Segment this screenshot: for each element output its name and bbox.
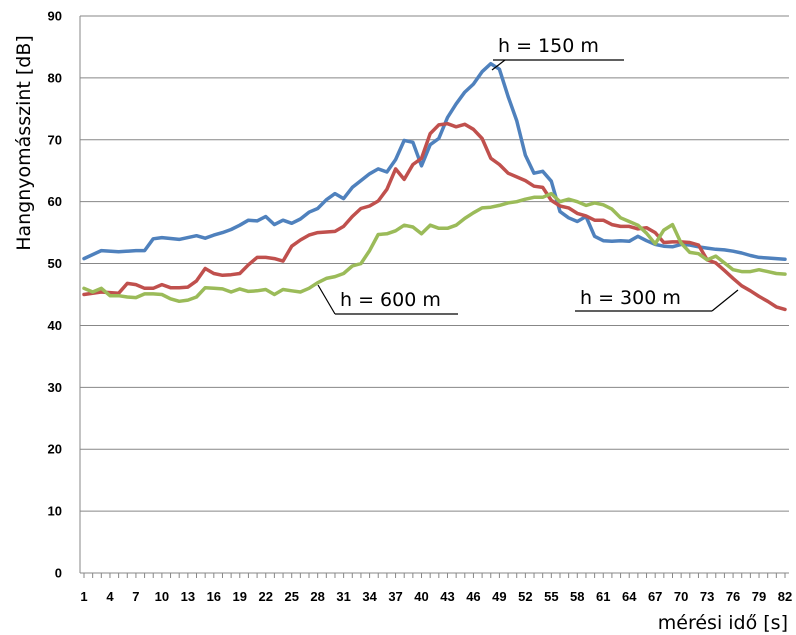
x-tick-label: 13 — [181, 589, 195, 604]
x-tick-label: 40 — [414, 589, 428, 604]
series-line — [82, 121, 787, 312]
x-tick-label: 73 — [700, 589, 714, 604]
y-tick-label: 20 — [48, 442, 62, 457]
y-tick-label: 0 — [55, 566, 62, 581]
gridlines — [79, 15, 789, 574]
x-axis-title: mérési idő [s] — [658, 612, 788, 634]
x-tick-label: 46 — [466, 589, 480, 604]
x-tick-label: 61 — [596, 589, 610, 604]
x-tick-label: 25 — [284, 589, 298, 604]
x-tick-label: 67 — [648, 589, 662, 604]
series-lines — [82, 61, 787, 312]
x-tick-label: 79 — [752, 589, 766, 604]
annotation-leader — [711, 289, 739, 312]
annotation-leader — [317, 284, 336, 315]
x-tick-label: 19 — [233, 589, 247, 604]
y-tick-label: 40 — [48, 318, 62, 333]
annotations: h = 150 m h = 600 m h = 300 m — [317, 35, 739, 315]
x-tick-label: 58 — [570, 589, 584, 604]
x-tick-label: 52 — [518, 589, 532, 604]
x-tick-label: 70 — [674, 589, 688, 604]
x-tick-label: 82 — [778, 589, 792, 604]
annotation-leader — [491, 59, 506, 71]
x-tick-label: 37 — [388, 589, 402, 604]
annotation-label: h = 600 m — [340, 289, 441, 311]
x-tick-label: 34 — [362, 589, 377, 604]
x-tick-label: 22 — [259, 589, 273, 604]
y-tick-label: 80 — [48, 70, 62, 85]
y-axis-title: Hangnyomásszint [dB] — [13, 35, 35, 251]
series-line — [82, 191, 787, 304]
y-tick-label: 60 — [48, 194, 62, 209]
y-tick-label: 50 — [48, 256, 62, 271]
x-tick-label: 49 — [492, 589, 506, 604]
x-tick-label: 16 — [207, 589, 221, 604]
y-tick-label: 30 — [48, 380, 62, 395]
y-axis-ticks: 0 10 20 30 40 50 60 70 80 90 — [48, 9, 62, 581]
series-line — [82, 61, 787, 261]
x-axis-ticks: 1 4 7 10 13 16 19 22 25 28 31 34 37 40 43 46 49 52 55 58 61 6… — [80, 573, 792, 604]
x-tick-label: 64 — [622, 589, 637, 604]
x-tick-label: 55 — [544, 589, 558, 604]
annotation-label: h = 150 m — [498, 35, 599, 57]
x-tick-label: 28 — [310, 589, 324, 604]
x-tick-label: 1 — [80, 589, 87, 604]
x-tick-label: 4 — [106, 589, 114, 604]
y-tick-label: 10 — [48, 504, 62, 519]
x-tick-label: 43 — [440, 589, 454, 604]
y-tick-label: 70 — [48, 132, 62, 147]
x-tick-label: 76 — [726, 589, 740, 604]
x-tick-label: 31 — [336, 589, 350, 604]
x-tick-label: 7 — [132, 589, 139, 604]
x-tick-label: 10 — [155, 589, 169, 604]
y-tick-label: 90 — [48, 9, 62, 24]
annotation-label: h = 300 m — [580, 287, 681, 309]
